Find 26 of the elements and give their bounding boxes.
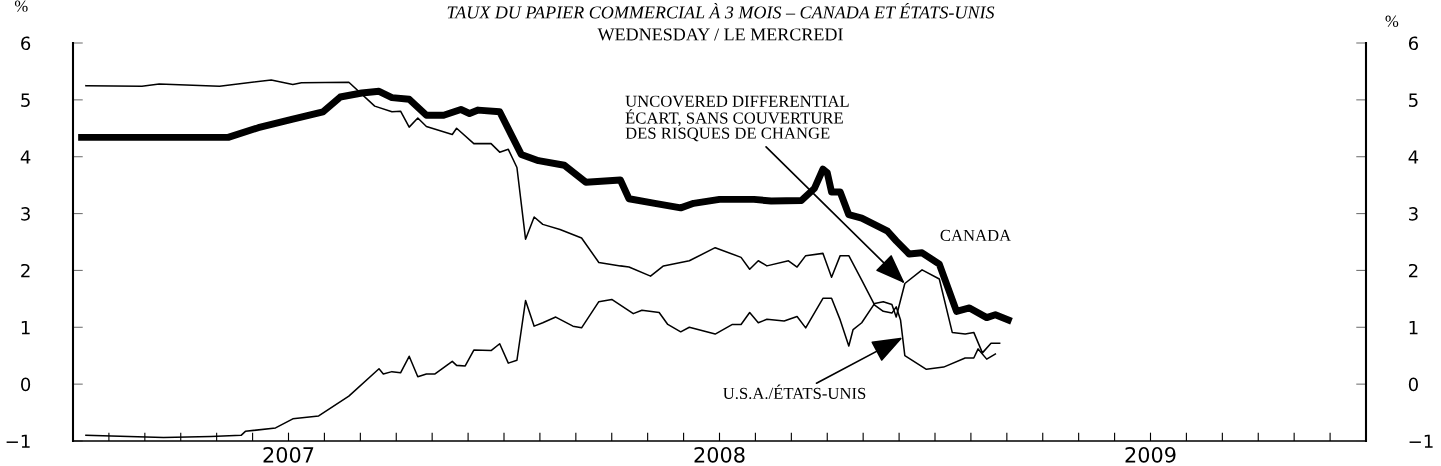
chart-title: TAUX DU PAPIER COMMERCIAL À 3 MOIS – CANADA ET ÉTATS-UNIS: [447, 2, 995, 19]
y-axis-title: %: [14, 0, 28, 12]
y-tick-label: 6: [21, 36, 31, 51]
x-tick-label: 2007: [263, 446, 314, 463]
y2-tick-label: 5: [1409, 93, 1418, 107]
y2-tick-label: 1: [1409, 320, 1418, 335]
y2-tick-label: 3: [1409, 207, 1418, 221]
y-tick-label: 4: [20, 150, 31, 164]
y-tick-label: 1: [21, 320, 30, 335]
y2-tick-label: 6: [1408, 36, 1419, 51]
y2-tick-label: 4: [1408, 150, 1419, 164]
y-tick-label: 3: [21, 207, 30, 221]
annotation: UNCOVERED DIFFERENTIAL ÉCART, SANS COUVERTURE DES RISQUES DE CHANGE: [625, 95, 849, 142]
y2-tick-label: −1: [1409, 434, 1433, 448]
y-tick-label: 2: [21, 263, 30, 278]
y2-axis-title: %: [1385, 15, 1399, 27]
y2-tick-label: 0: [1408, 377, 1418, 392]
y-tick-label: −1: [6, 434, 30, 448]
y-tick-label: 0: [21, 377, 31, 392]
y2-tick-label: 2: [1408, 263, 1418, 278]
chart-subtitle: WEDNESDAY / LE MERCREDI: [597, 28, 843, 41]
x-tick-label: 2009: [1125, 446, 1176, 463]
annotation: CANADA: [940, 229, 1012, 241]
x-tick-label: 2008: [694, 446, 745, 463]
annotation: U.S.A./ÉTATS-UNIS: [723, 384, 866, 400]
y-tick-label: 5: [21, 93, 30, 107]
